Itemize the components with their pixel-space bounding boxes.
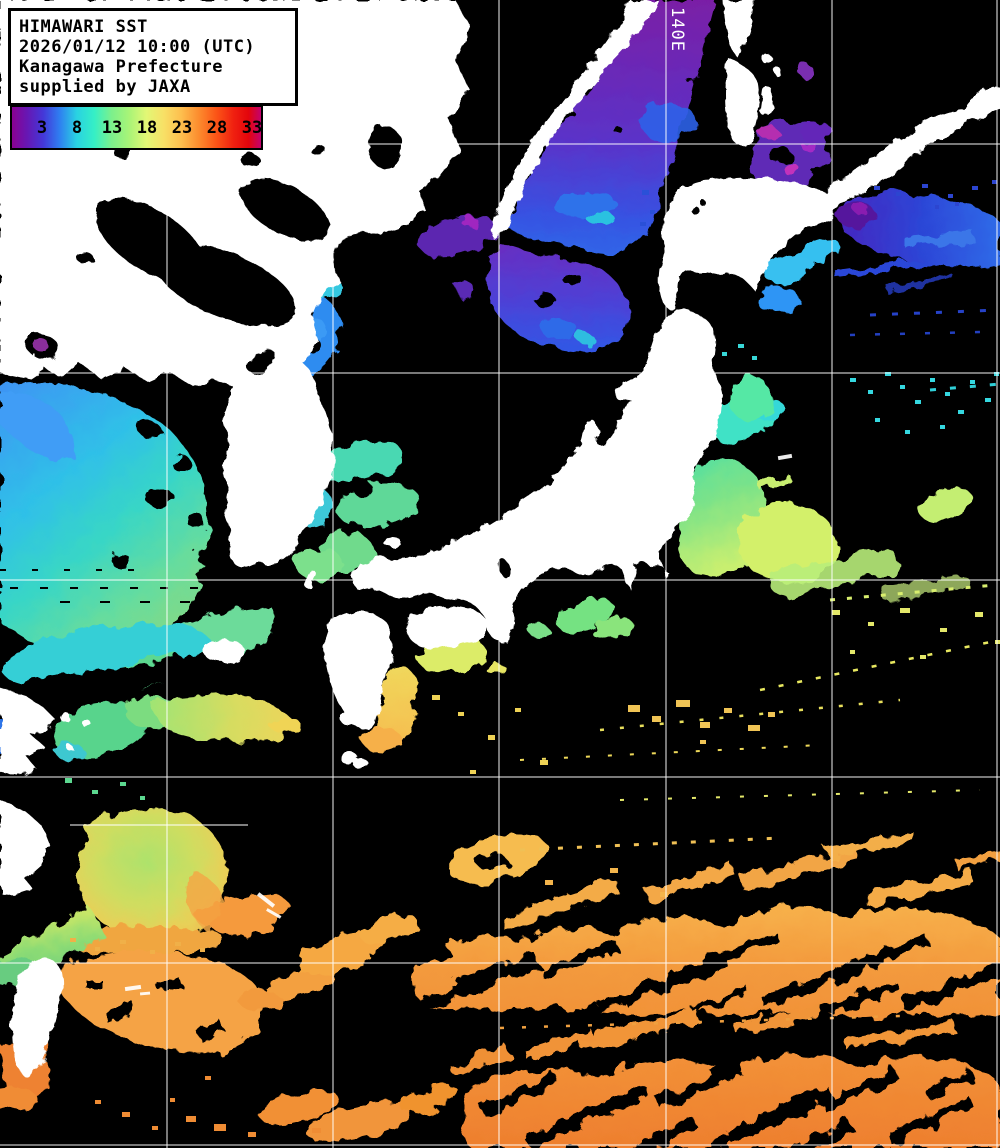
scale-tick: 18 [136, 117, 158, 138]
latitude-label: 40N [3, 351, 37, 371]
map-datetime: 2026/01/12 10:00 (UTC) [19, 37, 256, 57]
scale-tick: 33 [241, 117, 263, 138]
map-prefecture: Kanagawa Prefecture [19, 57, 223, 77]
longitude-label: 140E [667, 7, 687, 52]
map-title: HIMAWARI SST [19, 17, 148, 37]
scale-tick: 3 [36, 117, 48, 138]
scale-tick: 28 [206, 117, 228, 138]
sst-speckle-layer [0, 180, 1000, 1137]
scale-tick: 13 [101, 117, 123, 138]
temperature-scale: 3 8 13 18 23 28 33 [10, 105, 263, 150]
scale-tick: 8 [71, 117, 83, 138]
info-box: HIMAWARI SST 2026/01/12 10:00 (UTC) Kana… [8, 8, 298, 106]
scale-tick: 23 [171, 117, 193, 138]
map-attribution: supplied by JAXA [19, 77, 191, 97]
